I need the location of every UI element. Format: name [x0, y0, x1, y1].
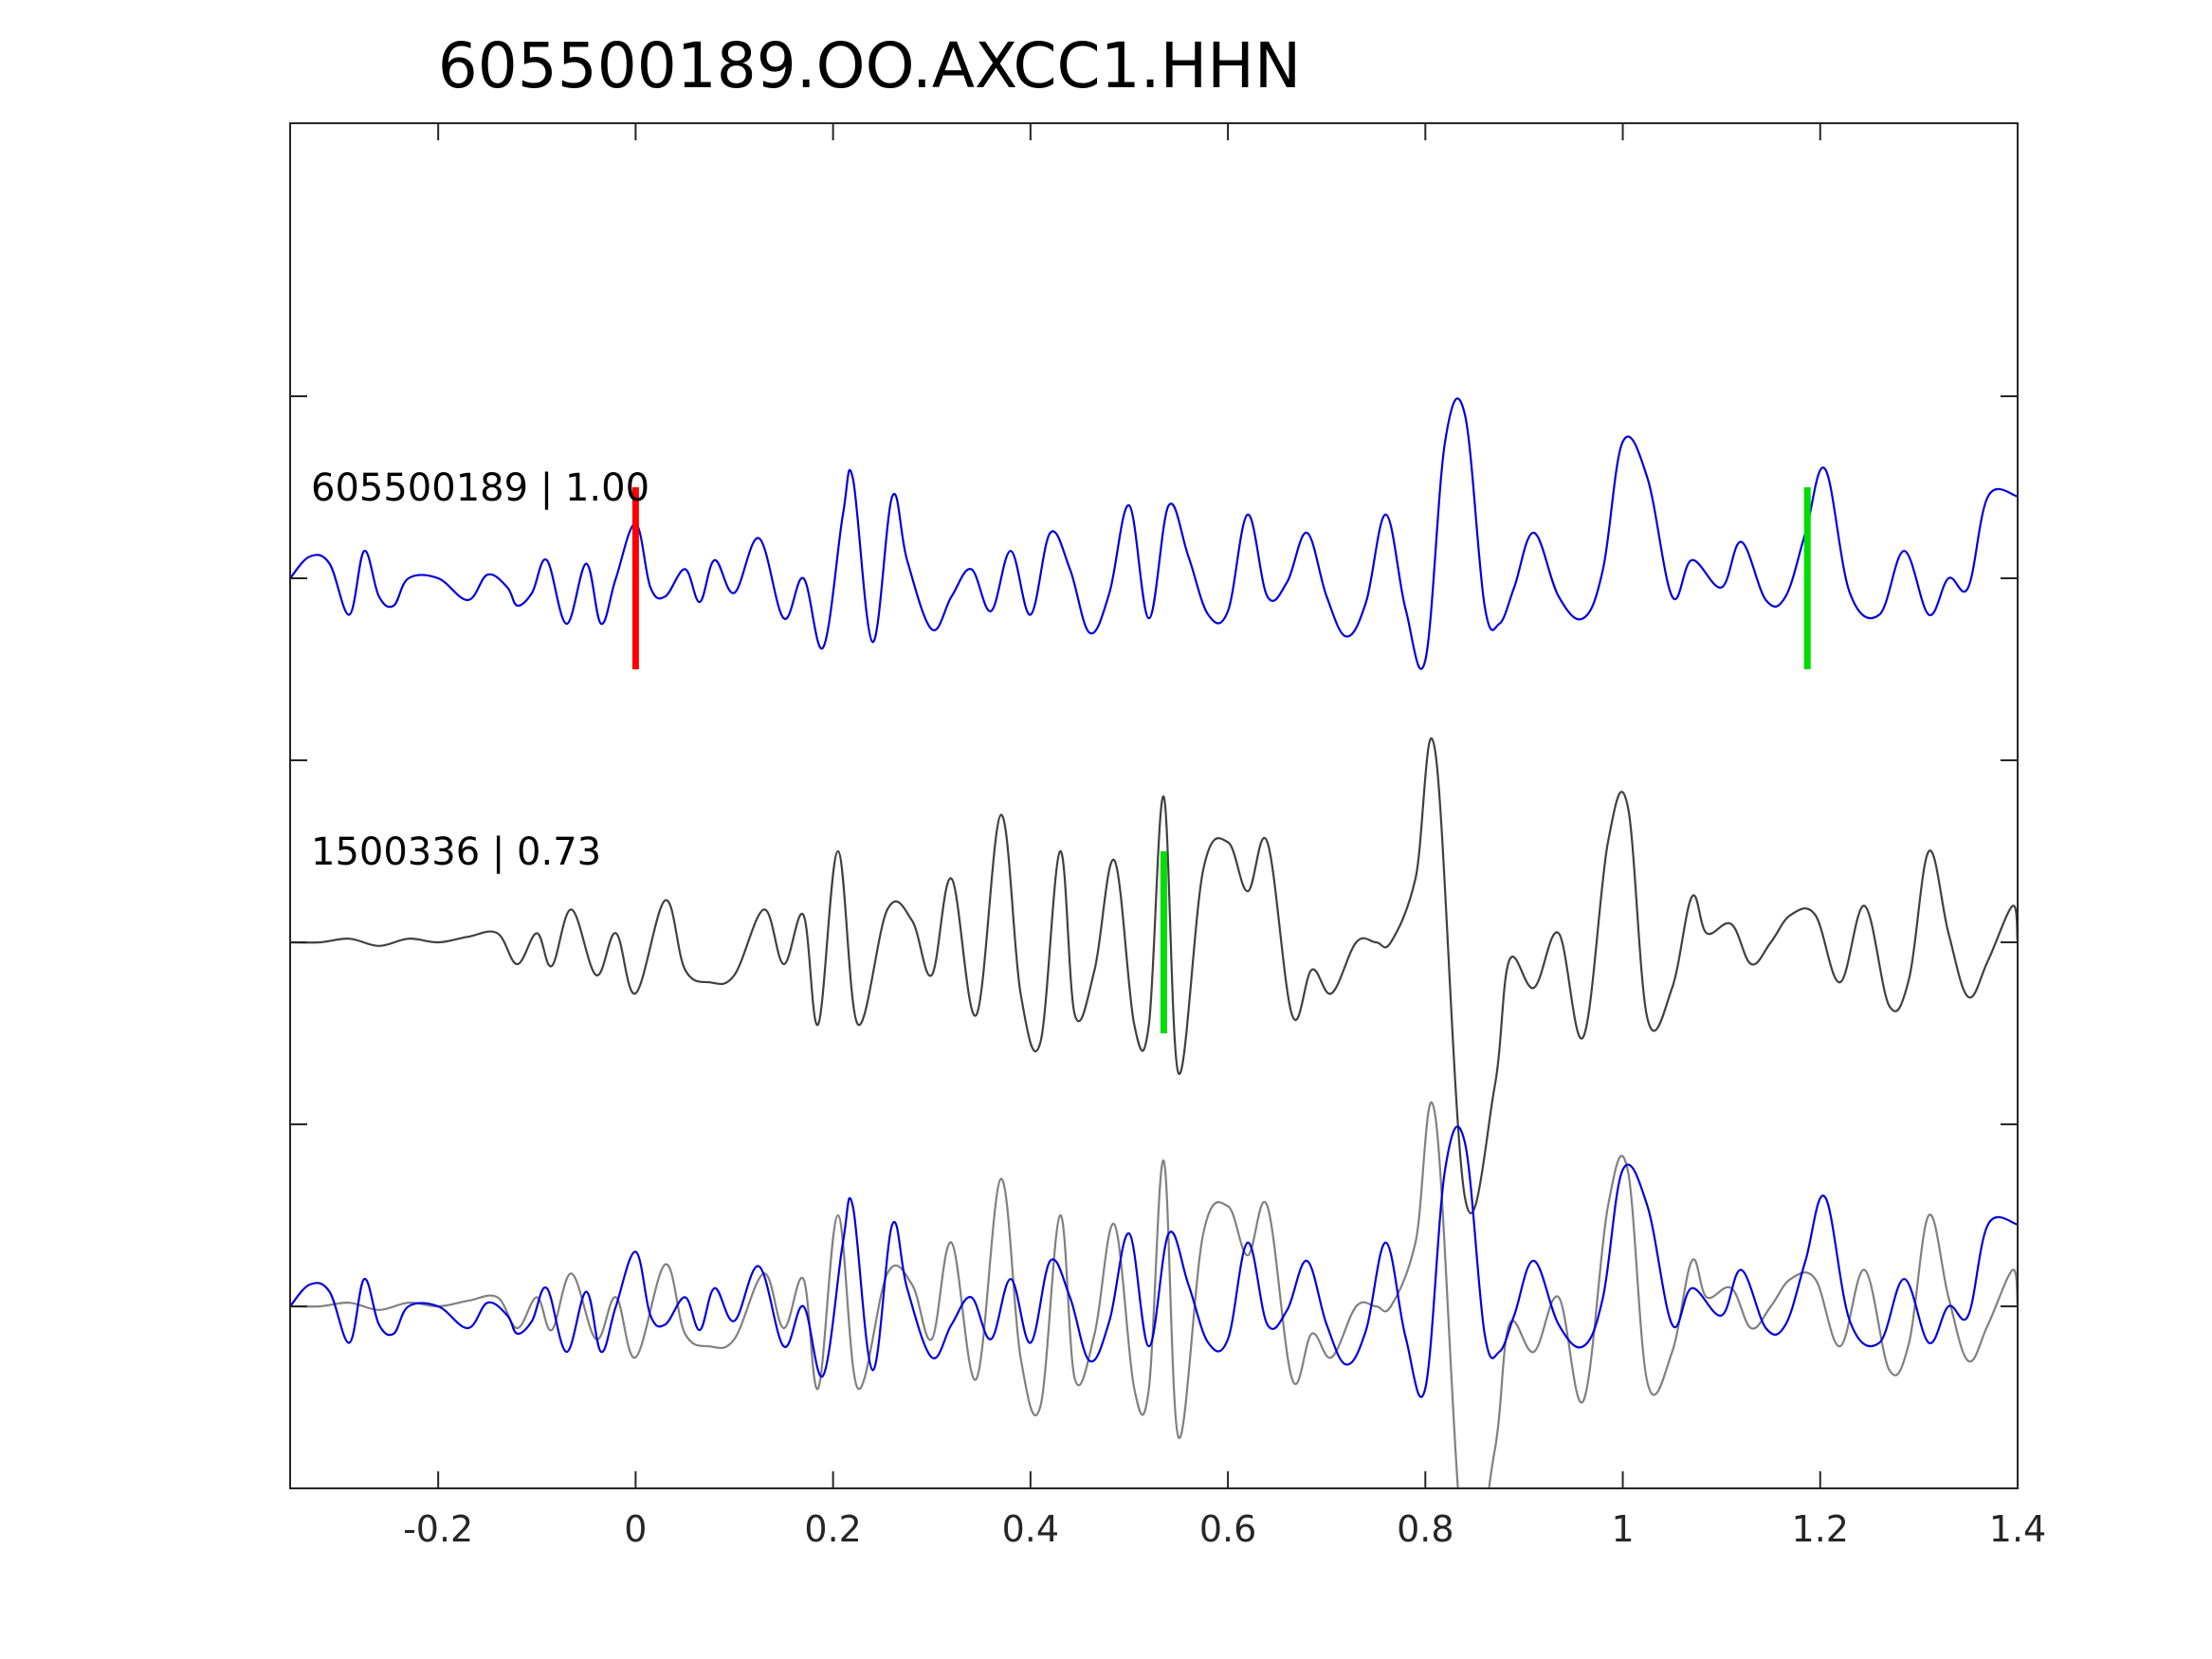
template-trace-label: 605500189 | 1.00 [311, 466, 649, 510]
chart-title: 605500189.OO.AXCC1.HHN [438, 29, 1301, 102]
x-tick-label: 0.2 [804, 1508, 861, 1550]
overlay-template-trace [290, 1125, 2018, 1398]
trace-labels: 605500189 | 1.00 1500336 | 0.73 [311, 466, 649, 874]
plot-area [290, 397, 2018, 1488]
x-tick-label: 0.6 [1199, 1508, 1256, 1550]
x-tick-label: 1.2 [1792, 1508, 1849, 1550]
x-tick-label: 0.8 [1397, 1508, 1453, 1550]
axes-frame [289, 122, 2019, 1489]
x-tick-label: 1.4 [1989, 1508, 2046, 1550]
detection-trace [290, 737, 2018, 1214]
x-tick-label: 0 [624, 1508, 647, 1550]
detection-trace-label: 1500336 | 0.73 [311, 830, 601, 874]
overlay-detection-trace [290, 1101, 2018, 1488]
template-trace [290, 397, 2018, 670]
x-tick-label: -0.2 [403, 1508, 473, 1550]
x-tick-label: 0.4 [1002, 1508, 1059, 1550]
x-tick-label: 1 [1611, 1508, 1634, 1550]
axes: -0.2 0 0.2 0.4 0.6 0.8 1 1.2 1.4 [289, 122, 2046, 1550]
